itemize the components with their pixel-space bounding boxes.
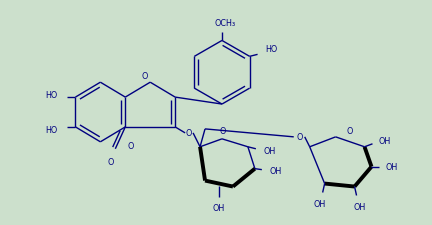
Text: OCH₃: OCH₃ xyxy=(214,18,235,27)
Text: OH: OH xyxy=(385,162,398,171)
Text: OH: OH xyxy=(353,202,365,211)
Text: HO: HO xyxy=(266,45,278,54)
Text: O: O xyxy=(186,129,192,138)
Text: OH: OH xyxy=(378,137,391,146)
Text: O: O xyxy=(142,72,148,81)
Text: O: O xyxy=(127,141,133,150)
Text: HO: HO xyxy=(45,126,57,135)
Text: O: O xyxy=(347,126,353,135)
Text: O: O xyxy=(220,126,226,135)
Text: OH: OH xyxy=(270,166,282,175)
Text: OH: OH xyxy=(213,204,225,212)
Text: HO: HO xyxy=(45,90,57,99)
Text: O: O xyxy=(107,157,114,166)
Text: OH: OH xyxy=(314,200,326,209)
Text: OH: OH xyxy=(264,147,276,155)
Text: O: O xyxy=(296,133,303,142)
